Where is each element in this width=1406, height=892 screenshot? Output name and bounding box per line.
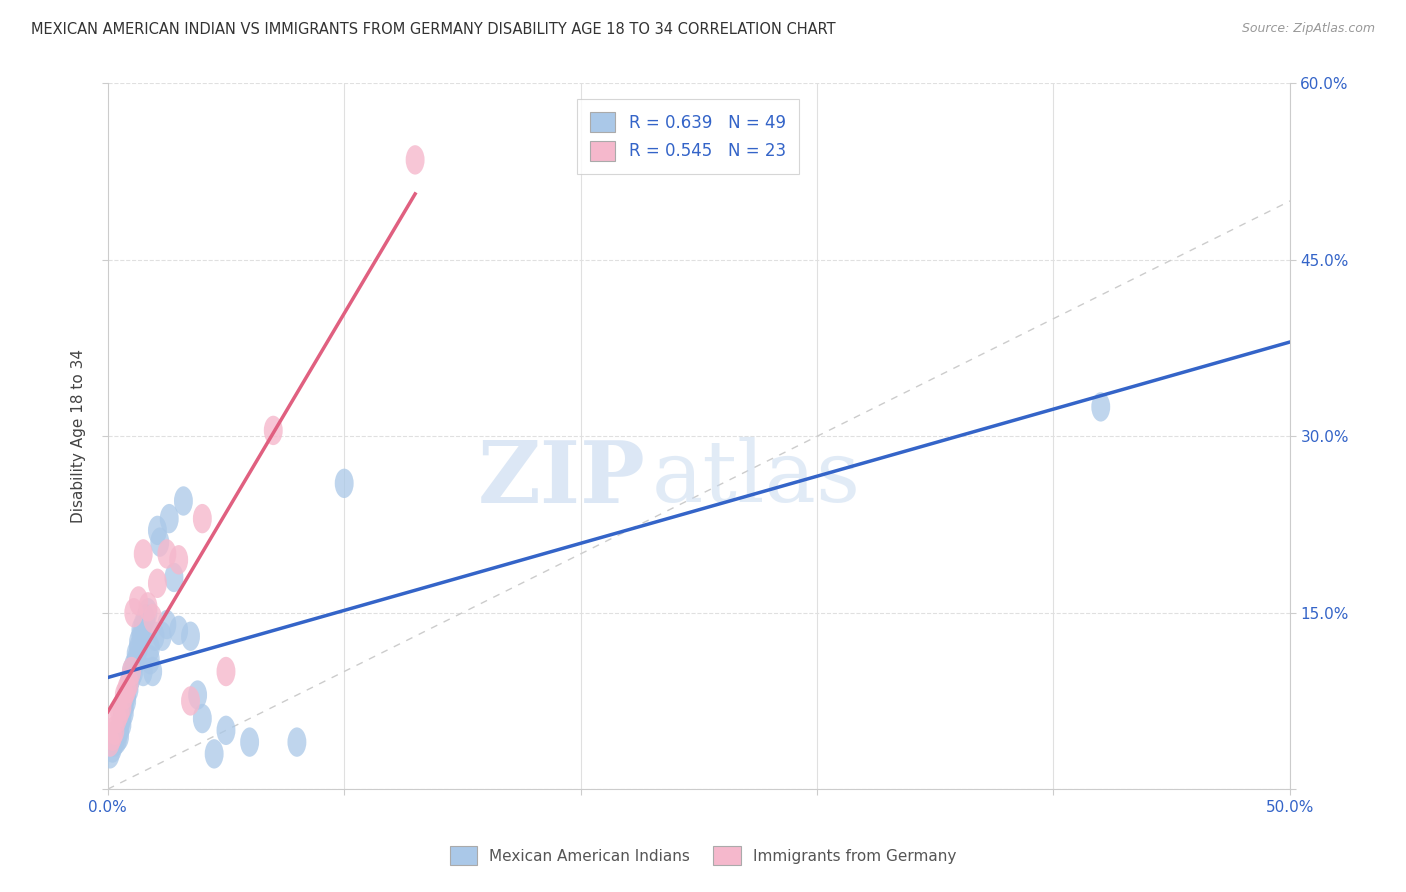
Ellipse shape xyxy=(122,663,141,692)
Ellipse shape xyxy=(127,640,146,669)
Ellipse shape xyxy=(141,633,160,663)
Ellipse shape xyxy=(124,651,143,681)
Ellipse shape xyxy=(139,598,157,627)
Ellipse shape xyxy=(157,610,176,640)
Text: ZIP: ZIP xyxy=(478,436,645,521)
Ellipse shape xyxy=(103,733,122,763)
Ellipse shape xyxy=(150,527,169,557)
Ellipse shape xyxy=(105,727,124,756)
Ellipse shape xyxy=(120,669,139,698)
Ellipse shape xyxy=(115,692,134,722)
Ellipse shape xyxy=(105,715,124,745)
Ellipse shape xyxy=(108,725,127,755)
Ellipse shape xyxy=(120,674,139,704)
Ellipse shape xyxy=(205,739,224,769)
Ellipse shape xyxy=(117,681,136,710)
Ellipse shape xyxy=(174,486,193,516)
Ellipse shape xyxy=(165,563,183,592)
Ellipse shape xyxy=(124,657,143,686)
Ellipse shape xyxy=(120,669,139,698)
Ellipse shape xyxy=(129,627,148,657)
Ellipse shape xyxy=(143,604,162,633)
Ellipse shape xyxy=(134,610,153,640)
Ellipse shape xyxy=(157,539,176,568)
Ellipse shape xyxy=(117,674,136,704)
Ellipse shape xyxy=(112,692,131,722)
Ellipse shape xyxy=(134,539,153,568)
Ellipse shape xyxy=(122,657,141,686)
Ellipse shape xyxy=(169,615,188,645)
Legend: R = 0.639   N = 49, R = 0.545   N = 23: R = 0.639 N = 49, R = 0.545 N = 23 xyxy=(576,99,799,175)
Ellipse shape xyxy=(181,622,200,651)
Ellipse shape xyxy=(264,416,283,445)
Ellipse shape xyxy=(188,681,207,710)
Y-axis label: Disability Age 18 to 34: Disability Age 18 to 34 xyxy=(72,350,86,524)
Text: atlas: atlas xyxy=(651,437,860,520)
Ellipse shape xyxy=(406,145,425,175)
Ellipse shape xyxy=(217,657,235,686)
Ellipse shape xyxy=(148,516,167,545)
Ellipse shape xyxy=(110,715,129,745)
Ellipse shape xyxy=(136,604,155,633)
Text: MEXICAN AMERICAN INDIAN VS IMMIGRANTS FROM GERMANY DISABILITY AGE 18 TO 34 CORRE: MEXICAN AMERICAN INDIAN VS IMMIGRANTS FR… xyxy=(31,22,835,37)
Ellipse shape xyxy=(146,622,165,651)
Ellipse shape xyxy=(112,710,131,739)
Ellipse shape xyxy=(160,504,179,533)
Ellipse shape xyxy=(335,468,354,498)
Ellipse shape xyxy=(287,727,307,756)
Ellipse shape xyxy=(134,657,153,686)
Ellipse shape xyxy=(139,592,157,622)
Ellipse shape xyxy=(240,727,259,756)
Ellipse shape xyxy=(101,739,120,769)
Ellipse shape xyxy=(141,645,160,674)
Ellipse shape xyxy=(108,704,127,733)
Ellipse shape xyxy=(193,504,212,533)
Ellipse shape xyxy=(129,586,148,615)
Ellipse shape xyxy=(122,657,141,686)
Ellipse shape xyxy=(131,615,150,645)
Ellipse shape xyxy=(148,568,167,598)
Ellipse shape xyxy=(103,722,122,751)
Ellipse shape xyxy=(169,545,188,574)
Ellipse shape xyxy=(1091,392,1111,422)
Ellipse shape xyxy=(129,633,148,663)
Ellipse shape xyxy=(153,622,172,651)
Ellipse shape xyxy=(131,622,150,651)
Ellipse shape xyxy=(115,681,134,710)
Ellipse shape xyxy=(217,715,235,745)
Ellipse shape xyxy=(110,722,129,751)
Ellipse shape xyxy=(124,598,143,627)
Ellipse shape xyxy=(112,704,131,733)
Ellipse shape xyxy=(101,727,120,756)
Ellipse shape xyxy=(110,698,129,727)
Ellipse shape xyxy=(117,686,136,715)
Ellipse shape xyxy=(181,686,200,715)
Ellipse shape xyxy=(127,645,146,674)
Ellipse shape xyxy=(143,657,162,686)
Ellipse shape xyxy=(193,704,212,733)
Ellipse shape xyxy=(115,698,134,727)
Text: Source: ZipAtlas.com: Source: ZipAtlas.com xyxy=(1241,22,1375,36)
Legend: Mexican American Indians, Immigrants from Germany: Mexican American Indians, Immigrants fro… xyxy=(443,840,963,871)
